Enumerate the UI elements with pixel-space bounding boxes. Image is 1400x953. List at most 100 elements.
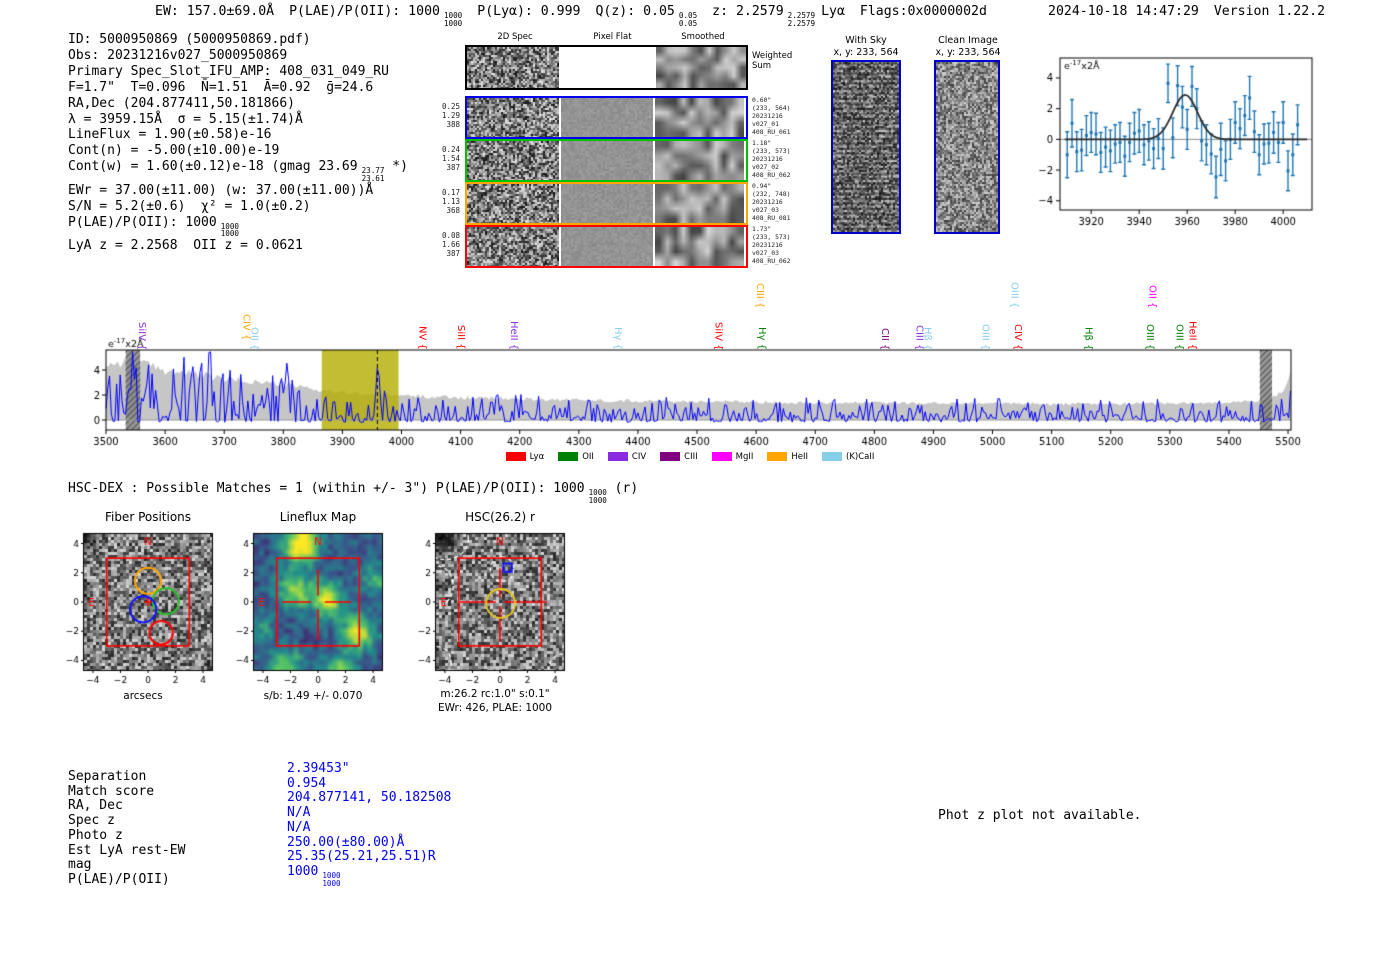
row4-2dspec-image <box>467 227 559 266</box>
row3-2dspec-image <box>467 184 559 223</box>
match-row-value: 0.954 <box>287 775 327 791</box>
legend-swatch <box>822 452 843 461</box>
fiber-positions-title: Fiber Positions <box>104 510 192 524</box>
info-block: ID: 5000950869 (5000950869.pdf) Obs: 2023… <box>68 32 408 254</box>
match-row-label: mag <box>68 857 92 873</box>
match-row-label: RA, Dec <box>68 798 123 814</box>
with-sky-image <box>831 60 901 234</box>
line-fit-plot <box>1030 46 1320 231</box>
stacked-fraction: 0.05 0.05 <box>679 12 697 28</box>
legend-item: HeII <box>767 452 808 462</box>
row2-pixelflat-image <box>561 141 653 180</box>
legend-swatch <box>558 452 579 461</box>
spec2d-row <box>465 182 748 225</box>
legend-swatch <box>711 452 732 461</box>
row4-weights: 0.08 1.66 387 <box>441 231 460 258</box>
clean-image-xy: x, y: 233, 564 <box>935 46 1001 58</box>
weighted-2dspec-image <box>467 47 559 88</box>
header-plae: P(LAE)/P(OII): 1000 <box>289 4 440 19</box>
legend-swatch <box>505 452 526 461</box>
hsc-cutout-title: HSC(26.2) r <box>465 510 535 524</box>
hsc-cutout-panel: HSC(26.2) r m:26.2 rc:1.0" s:0.1" EWr: 4… <box>410 510 580 722</box>
line-label-oiii: OIII { <box>1008 281 1020 308</box>
match-row-label: Photo z <box>68 827 123 843</box>
with-sky-title-text: With Sky <box>845 35 887 46</box>
stacked-fraction: 1000 1000 <box>322 870 341 888</box>
info-line: λ = 3959.15Å σ = 5.15(±1.74)Å <box>68 111 303 127</box>
with-sky-title: With Sky x, y: 233, 564 <box>822 35 910 58</box>
fraction-top: 1000 <box>443 11 463 20</box>
row1-weights: 0.25 1.29 388 <box>441 102 460 129</box>
row3-meta: 0.94" (232, 748) 20231216 v027_03 408_RU… <box>752 182 791 222</box>
row3-pixelflat-image <box>561 184 653 223</box>
clean-image-title-text: Clean Image <box>938 35 998 46</box>
legend-item: Lyα <box>505 451 545 462</box>
info-line: RA,Dec (204.877411,50.181866) <box>68 95 295 111</box>
info-line: P(LAE)/P(OII): 1000 1000 1000 <box>68 214 240 239</box>
weighted-pixelflat-blank <box>561 47 654 88</box>
legend-item: CIII <box>660 451 698 462</box>
row3-weights: 0.17 1.13 368 <box>441 188 460 215</box>
line-label-oii: OII { <box>1146 284 1158 308</box>
match-table-labels: Separation Match score RA, Dec Spec z Photo … <box>68 769 185 888</box>
header-z-line: Lyα <box>821 4 845 19</box>
fiber-positions-panel: Fiber Positions arcsecs <box>58 510 228 722</box>
fraction-top: 1000 <box>588 488 607 497</box>
header-datetime: 2024-10-18 14:47:29 <box>1048 4 1199 19</box>
full-spectrum-plot <box>92 336 1302 460</box>
spec2d-row <box>465 139 748 182</box>
spec2d-title-smoothed: Smoothed <box>681 32 725 42</box>
header-flags: Flags:0x0000002d <box>859 4 987 19</box>
row1-2dspec-image <box>467 98 559 137</box>
info-line: LyA z = 2.2568 OII z = 0.0621 <box>68 238 303 254</box>
legend-item: (K)CaII <box>822 452 874 462</box>
lineflux-sb-caption: s/b: 1.49 +/- 0.070 <box>263 690 363 702</box>
match-row-value: 1000 1000 1000 <box>287 863 341 888</box>
legend-item: CIV <box>607 451 647 462</box>
info-line: Cont(n) = -5.00(±10.00)e-19 <box>68 143 280 159</box>
legend-label: CIV <box>631 451 647 462</box>
header-plya: P(Lyα): 0.999 <box>477 4 581 19</box>
legend-label: MgII <box>735 451 754 462</box>
info-line: LineFlux = 1.90(±0.58)e-16 <box>68 127 272 143</box>
row3-smoothed-image <box>655 184 744 223</box>
hsc-dex-header-suffix: (r) <box>606 481 639 496</box>
fraction-bottom: 1000 <box>588 495 607 505</box>
match-row-label: Match score <box>68 783 155 799</box>
stacked-fraction: 1000 1000 <box>444 12 462 28</box>
spec2d-title-2dspec: 2D Spec <box>497 32 533 42</box>
header-qz: Q(z): 0.05 <box>595 4 675 19</box>
lineflux-map-image <box>228 526 388 688</box>
clean-image-title: Clean Image x, y: 233, 564 <box>924 35 1012 58</box>
row2-2dspec-image <box>467 141 559 180</box>
info-line: S/N = 5.2(±0.6) χ² = 1.0(±0.2) <box>68 198 311 214</box>
hsc-dex-header-text: HSC-DEX : Possible Matches = 1 (within +… <box>68 481 585 496</box>
legend-label: CIII <box>684 451 698 462</box>
header-z: z: 2.2579 <box>712 4 784 19</box>
legend-label: Lyα <box>529 451 545 462</box>
hsc-aperture-caption: m:26.2 rc:1.0" s:0.1" <box>440 688 550 700</box>
with-sky-xy: x, y: 233, 564 <box>833 46 899 58</box>
match-row-value: 204.877141, 50.182508 <box>287 790 452 806</box>
legend-swatch <box>660 452 681 461</box>
info-line: Cont(w) = 1.60(±0.12)e-18 (gmag 23.69 23.… <box>68 159 408 184</box>
fiber-positions-xlabel: arcsecs <box>123 690 163 702</box>
photz-note: Phot z plot not available. <box>938 808 1142 823</box>
report-header: EW: 157.0±69.0Å P(LAE)/P(OII): 1000 1000 10… <box>155 4 987 28</box>
match-row-value: N/A <box>287 819 311 835</box>
legend-swatch <box>607 452 628 461</box>
spec2d-row <box>465 225 748 268</box>
match-row-value: N/A <box>287 805 311 821</box>
fraction-bottom: 2.2579 <box>787 18 816 28</box>
fraction-top: 0.05 <box>678 11 698 20</box>
fraction-bottom: 0.05 <box>678 18 698 28</box>
row4-smoothed-image <box>655 227 744 266</box>
row4-pixelflat-image <box>561 227 653 266</box>
header-ew: EW: 157.0±69.0Å <box>155 4 275 19</box>
match-row-value: 25.35(25.21,25.51)R <box>287 849 436 865</box>
fiber-positions-image <box>58 526 218 688</box>
lineflux-map-title: Lineflux Map <box>279 510 357 524</box>
row1-meta: 0.60" (233, 564) 20231216 v027_01 408_RU… <box>752 96 791 136</box>
match-row-label: Spec z <box>68 813 115 829</box>
